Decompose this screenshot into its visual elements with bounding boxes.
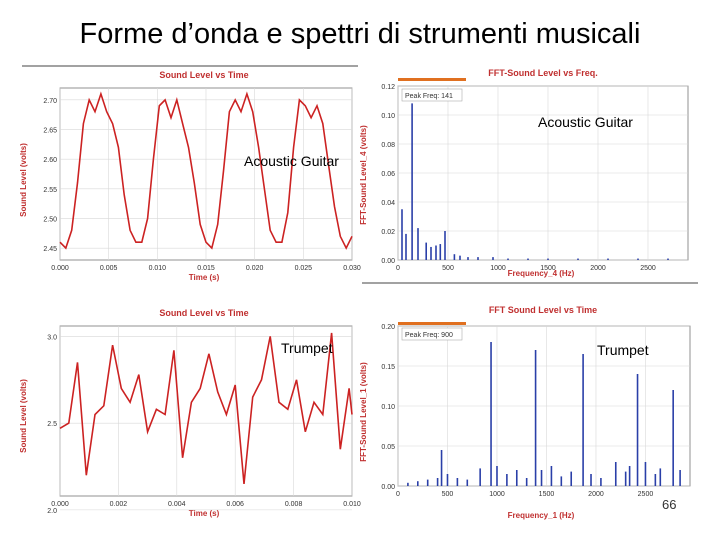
y-tick-label: 2.55 [43,187,57,194]
y-tick-label: 0.04 [381,200,395,207]
y-tick-label: 0.20 [381,324,395,331]
y-tick-label: 0.08 [381,142,395,149]
y-tick-label: 0.15 [381,364,395,371]
y-tick-label: 2.0 [47,508,57,515]
x-axis-label: Time (s) [189,273,220,282]
x-tick-label: 2500 [638,491,654,498]
legend-text: Peak Freq: 141 [405,93,453,100]
y-tick-label: 2.60 [43,157,57,164]
x-tick-label: 0.025 [295,265,313,272]
y-tick-label: 0.12 [381,84,395,91]
x-tick-label: 2500 [640,265,656,272]
x-tick-label: 0.006 [226,501,244,508]
x-tick-label: 0.020 [246,265,264,272]
x-tick-label: 500 [442,491,454,498]
trumpet-fft-chart: FFT Sound Level vs Time FFT-Sound Level_… [359,305,691,520]
instrument-annotation: Trumpet [597,342,649,358]
x-axis-label: Time (s) [189,509,220,518]
y-tick-label: 0.00 [381,484,395,491]
y-tick-label: 2.5 [47,421,57,428]
y-axis-label: Sound Level (volts) [19,379,28,453]
y-tick-label: 0.10 [381,404,395,411]
x-tick-label: 0 [396,265,400,272]
waveform-line [59,91,353,250]
x-tick-label: 0.015 [197,265,215,272]
x-tick-label: 1000 [489,491,505,498]
y-tick-label: 2.70 [43,98,57,105]
legend-box [401,88,463,102]
fft-header-bar [398,322,466,325]
chart-title: Sound Level vs Time [159,70,248,80]
x-tick-label: 0.002 [110,501,128,508]
x-tick-label: 1500 [540,265,556,272]
y-axis-label: FFT-Sound Level_1 (volts) [359,362,368,462]
x-tick-label: 0.000 [51,501,69,508]
x-axis-label: Frequency_1 (Hz) [508,511,575,520]
x-tick-label: 0.008 [285,501,303,508]
instrument-annotation: Trumpet [281,340,333,356]
guitar-fft-chart: FFT-Sound Level vs Freq. FFT-Sound Level… [359,68,689,278]
x-tick-label: 1000 [490,265,506,272]
x-tick-label: 0.000 [51,265,69,272]
x-tick-label: 0 [396,491,400,498]
slide-title: Forme d’onda e spettri di strumenti musi… [79,18,641,50]
chart-title: Sound Level vs Time [159,308,248,318]
y-tick-label: 0.00 [381,258,395,265]
x-tick-label: 2000 [590,265,606,272]
y-axis-label: FFT-Sound Level_4 (volts) [359,125,368,225]
legend-text: Peak Freq: 900 [405,332,453,339]
waveform-line [59,332,353,484]
guitar-time-chart: Sound Level vs Time Sound Level (volts) … [19,70,361,282]
y-axis-label: Sound Level (volts) [19,143,28,217]
x-axis-label: Frequency_4 (Hz) [508,269,575,278]
y-tick-label: 0.02 [381,229,395,236]
x-tick-label: 0.005 [100,265,118,272]
y-tick-label: 2.50 [43,216,57,223]
x-tick-label: 2000 [588,491,604,498]
y-tick-label: 2.45 [43,246,57,253]
fft-header-bar [398,78,466,81]
y-tick-label: 3.0 [47,334,57,341]
instrument-annotation: Acoustic Guitar [538,114,633,130]
y-tick-label: 0.05 [381,444,395,451]
chart-title: FFT-Sound Level vs Freq. [488,68,598,78]
instrument-annotation: Acoustic Guitar [244,153,339,169]
x-tick-label: 0.010 [149,265,167,272]
trumpet-time-chart: Sound Level vs Time Sound Level (volts) … [19,308,361,518]
legend-box [401,327,463,341]
x-tick-label: 0.010 [343,501,361,508]
x-tick-label: 500 [442,265,454,272]
x-tick-label: 0.004 [168,501,186,508]
x-tick-label: 1500 [539,491,555,498]
y-tick-label: 0.06 [381,171,395,178]
chart-title: FFT Sound Level vs Time [489,305,597,315]
y-tick-label: 0.10 [381,113,395,120]
x-tick-label: 0.030 [343,265,361,272]
page-number: 66 [662,497,677,512]
y-tick-label: 2.65 [43,128,57,135]
